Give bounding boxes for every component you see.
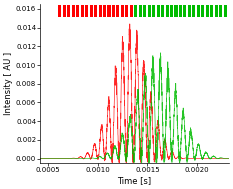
Bar — [67, 5, 70, 17]
Bar — [170, 5, 173, 17]
Bar — [112, 5, 115, 17]
Bar — [210, 5, 213, 17]
Bar — [58, 5, 62, 17]
Bar — [161, 5, 164, 17]
Bar — [175, 5, 178, 17]
Bar — [201, 5, 204, 17]
Bar — [107, 5, 111, 17]
Bar — [116, 5, 120, 17]
Bar — [99, 5, 102, 17]
Bar — [94, 5, 97, 17]
Bar — [130, 5, 133, 17]
Bar — [197, 5, 200, 17]
Bar — [152, 5, 155, 17]
Bar — [121, 5, 124, 17]
Bar — [134, 5, 137, 17]
Bar — [81, 5, 84, 17]
Bar — [183, 5, 186, 17]
Y-axis label: Intensity [ AU ]: Intensity [ AU ] — [4, 52, 13, 115]
Bar — [63, 5, 66, 17]
Bar — [179, 5, 182, 17]
Bar — [192, 5, 195, 17]
Bar — [206, 5, 209, 17]
Bar — [148, 5, 151, 17]
Bar — [165, 5, 169, 17]
Bar — [139, 5, 142, 17]
Bar — [157, 5, 160, 17]
Bar — [219, 5, 222, 17]
Bar — [85, 5, 88, 17]
Bar — [215, 5, 218, 17]
Bar — [76, 5, 79, 17]
Bar — [143, 5, 146, 17]
Bar — [90, 5, 93, 17]
Bar — [223, 5, 227, 17]
Bar — [103, 5, 106, 17]
Bar — [188, 5, 191, 17]
Bar — [125, 5, 128, 17]
Bar — [72, 5, 75, 17]
X-axis label: Time [s]: Time [s] — [117, 176, 152, 185]
